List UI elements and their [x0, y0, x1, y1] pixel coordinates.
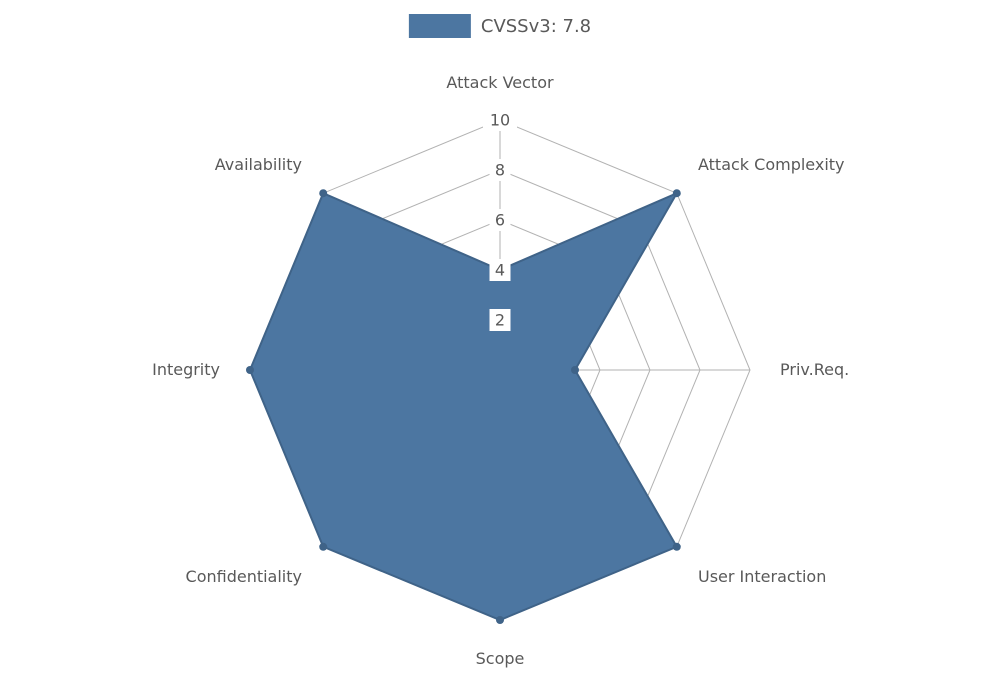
tick-label: 4 [495, 261, 505, 280]
series-marker [673, 189, 681, 197]
axis-label: User Interaction [698, 567, 826, 586]
series-marker [319, 189, 327, 197]
series-marker [571, 366, 579, 374]
series-marker [673, 543, 681, 551]
tick-label: 2 [495, 311, 505, 330]
radar-chart-container: CVSSv3: 7.8 246810Attack VectorAttack Co… [0, 0, 1000, 700]
series-marker [319, 543, 327, 551]
axis-label: Confidentiality [186, 567, 302, 586]
axis-label: Integrity [152, 360, 220, 379]
axis-label: Availability [215, 155, 302, 174]
tick-label: 10 [490, 111, 510, 130]
series-marker [246, 366, 254, 374]
axis-label: Priv.Req. [780, 360, 849, 379]
series-polygon [250, 193, 677, 620]
axis-label: Attack Vector [446, 73, 554, 92]
axis-label: Scope [476, 649, 525, 668]
tick-label: 8 [495, 161, 505, 180]
series-marker [496, 616, 504, 624]
radar-chart-svg: 2 4 6 8 10 Attack Vector Attack Complexity Priv… [0, 0, 1000, 700]
tick-label: 6 [495, 211, 505, 230]
axis-label: Attack Complexity [698, 155, 845, 174]
